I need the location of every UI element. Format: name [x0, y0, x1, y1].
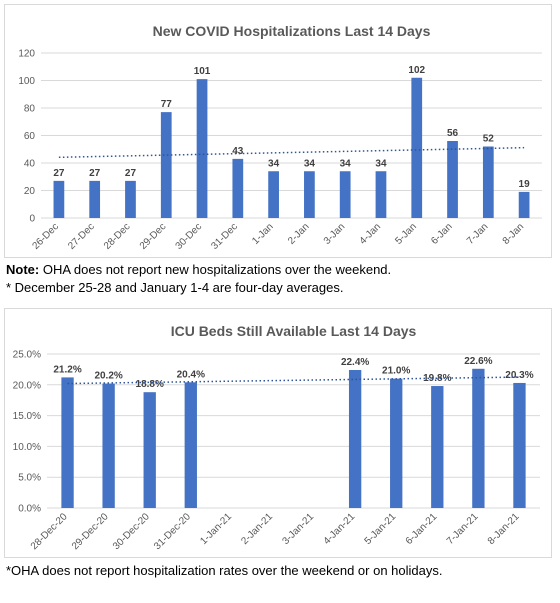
note-weekend: Note: OHA does not report new hospitaliz…	[6, 262, 391, 278]
hospitalizations-chart: New COVID Hospitalizations Last 14 Days 0…	[18, 23, 542, 252]
hosp-x-tick-label: 4-Jan	[358, 221, 383, 246]
icu-y-tick-label: 15.0%	[13, 411, 41, 422]
hosp-y-tick-label: 40	[24, 159, 36, 170]
icu-beds-chart: ICU Beds Still Available Last 14 Days 0.0…	[13, 323, 540, 552]
hosp-bar	[268, 171, 279, 218]
icu-data-label: 21.0%	[382, 366, 410, 377]
icu-data-label: 20.2%	[94, 371, 122, 382]
icu-bar	[390, 378, 403, 508]
hosp-data-label: 34	[340, 158, 352, 169]
note-averages: * December 25-28 and January 1-4 are fou…	[6, 280, 344, 295]
icu-x-tick-label: 8-Jan-21	[486, 511, 522, 547]
hosp-title: New COVID Hospitalizations Last 14 Days	[153, 23, 431, 39]
icu-x-tick-label: 6-Jan-21	[404, 511, 440, 547]
hosp-y-tick-label: 0	[29, 214, 35, 225]
hosp-y-tick-label: 100	[18, 76, 35, 87]
hosp-bar	[232, 158, 244, 218]
hosp-x-tick-label: 7-Jan	[465, 221, 490, 246]
hosp-data-label: 27	[53, 168, 65, 179]
icu-data-label: 22.4%	[341, 357, 369, 368]
hosp-data-label: 27	[89, 168, 101, 179]
hosp-data-label: 19	[519, 179, 531, 190]
icu-y-tick-label: 25.0%	[13, 350, 41, 361]
hosp-bar	[411, 77, 423, 218]
icu-bar	[513, 382, 526, 508]
hosp-data-label: 102	[408, 65, 425, 76]
hosp-x-tick-label: 29-Dec	[138, 221, 169, 252]
hosp-data-label: 77	[161, 99, 173, 110]
note-holidays: *OHA does not report hospitalization rat…	[6, 563, 443, 578]
icu-bar	[184, 382, 197, 508]
hosp-x-tick-label: 26-Dec	[30, 221, 61, 252]
icu-y-tick-label: 5.0%	[18, 473, 41, 484]
hosp-data-label: 56	[447, 128, 459, 139]
icu-data-label: 20.4%	[177, 369, 205, 380]
hosp-x-tick-label: 31-Dec	[209, 221, 240, 252]
icu-y-tick-label: 0.0%	[18, 504, 41, 515]
hosp-x-tick-label: 2-Jan	[286, 221, 311, 246]
icu-x-tick-label: 4-Jan-21	[322, 511, 358, 547]
hosp-x-tick-label: 5-Jan	[393, 221, 418, 246]
hosp-data-label: 34	[375, 158, 387, 169]
icu-x-tick-label: 30-Dec-20	[111, 511, 152, 552]
hosp-bar	[482, 146, 494, 218]
icu-data-label: 21.2%	[53, 364, 81, 375]
note-label: Note:	[6, 262, 40, 277]
icu-y-tick-label: 10.0%	[13, 442, 41, 453]
hosp-bar	[447, 141, 458, 218]
hosp-bar	[89, 180, 101, 218]
hosp-x-tick-label: 27-Dec	[66, 221, 97, 252]
hosp-bar	[339, 171, 351, 218]
hosp-x-tick-label: 1-Jan	[250, 221, 275, 246]
hospitalizations-chart-panel: New COVID Hospitalizations Last 14 Days 0…	[4, 4, 552, 258]
icu-beds-chart-panel: ICU Beds Still Available Last 14 Days 0.0…	[4, 308, 552, 558]
hosp-y-tick-label: 20	[24, 186, 36, 197]
icu-bar	[143, 392, 156, 508]
icu-bar	[102, 383, 115, 508]
hosp-bar	[53, 180, 65, 218]
note-weekend-text: OHA does not report new hospitalizations…	[39, 262, 392, 277]
icu-bar	[472, 368, 485, 508]
hosp-data-label: 43	[232, 146, 244, 157]
icu-x-tick-label: 7-Jan-21	[445, 511, 481, 547]
hosp-data-label: 52	[483, 134, 495, 145]
icu-bar	[348, 370, 362, 508]
icu-y-tick-label: 20.0%	[13, 380, 41, 391]
icu-x-tick-label: 3-Jan-21	[280, 511, 316, 547]
hosp-y-tick-label: 60	[24, 131, 36, 142]
icu-data-label: 18.8%	[136, 379, 164, 390]
hosp-data-label: 27	[125, 168, 137, 179]
icu-x-tick-label: 28-Dec-20	[29, 511, 70, 552]
icu-x-tick-label: 2-Jan-21	[239, 511, 275, 547]
icu-data-label: 19.8%	[423, 373, 451, 384]
hosp-x-tick-label: 30-Dec	[174, 221, 205, 252]
hosp-x-tick-label: 6-Jan	[429, 221, 454, 246]
hosp-bar	[304, 171, 315, 218]
icu-x-tick-label: 1-Jan-21	[198, 511, 234, 547]
hosp-bar	[160, 112, 172, 218]
hosp-y-tick-label: 120	[18, 49, 35, 60]
icu-data-label: 22.6%	[464, 356, 492, 367]
icu-trendline	[67, 376, 520, 385]
icu-data-label: 20.3%	[505, 370, 533, 381]
icu-x-tick-label: 29-Dec-20	[70, 511, 111, 552]
hosp-bar	[196, 79, 208, 218]
icu-title: ICU Beds Still Available Last 14 Days	[171, 323, 417, 339]
hosp-x-tick-label: 8-Jan	[501, 221, 526, 246]
hosp-bar	[375, 171, 387, 218]
hosp-bar	[518, 191, 530, 218]
icu-bar	[431, 386, 444, 508]
icu-bar	[61, 377, 74, 508]
hosp-data-label: 34	[268, 158, 280, 169]
hosp-y-tick-label: 80	[24, 104, 36, 115]
hosp-trendline	[58, 146, 525, 159]
icu-x-tick-label: 5-Jan-21	[363, 511, 399, 547]
hosp-data-label: 101	[194, 66, 211, 77]
hosp-x-tick-label: 3-Jan	[322, 221, 347, 246]
hosp-x-tick-label: 28-Dec	[102, 221, 133, 252]
icu-x-tick-label: 31-Dec-20	[152, 511, 193, 552]
hosp-bar	[125, 180, 136, 218]
hosp-data-label: 34	[304, 158, 316, 169]
